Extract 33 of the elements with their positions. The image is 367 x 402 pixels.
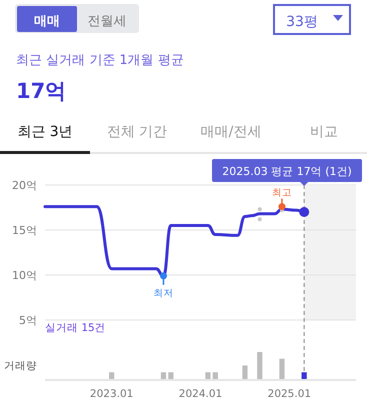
text: 최근 3년 [17, 124, 73, 140]
y-tick-label: 20억 [12, 179, 37, 192]
text: 17억 [16, 79, 66, 103]
bar [279, 358, 285, 379]
bar [160, 372, 166, 379]
bar [302, 372, 307, 379]
annotation: 최저 [153, 288, 174, 299]
text: 2025.03 평균 17억 (1건) [222, 165, 352, 178]
y-tick-label: 10억 [12, 269, 37, 282]
y-tick-label: 15억 [12, 224, 37, 237]
bar [212, 372, 218, 379]
text: 33평 [286, 14, 318, 30]
text: 최근 실거래 기준 1개월 평균 [16, 53, 184, 68]
text: 매매 [34, 14, 60, 29]
text: 전월세 [88, 14, 126, 29]
bar [109, 372, 114, 379]
bar [205, 372, 211, 379]
text: 비교 [310, 124, 338, 140]
x-tick-label: 2024.01 [178, 388, 222, 400]
y-tick-label: 5억 [19, 314, 37, 327]
bar [257, 352, 262, 379]
y-axis-title: 거래량 [4, 360, 37, 372]
bar [168, 372, 174, 379]
annotation: 최고 [272, 188, 292, 199]
x-tick-label: 2025.01 [268, 388, 312, 400]
text: 전체 기간 [106, 124, 168, 140]
text: 매매/전세 [200, 124, 262, 140]
x-tick-label: 2023.01 [90, 388, 134, 400]
point [299, 207, 310, 217]
bar [242, 366, 248, 379]
point [258, 207, 262, 212]
text: 실거래 15건 [45, 322, 106, 334]
point [258, 217, 262, 222]
